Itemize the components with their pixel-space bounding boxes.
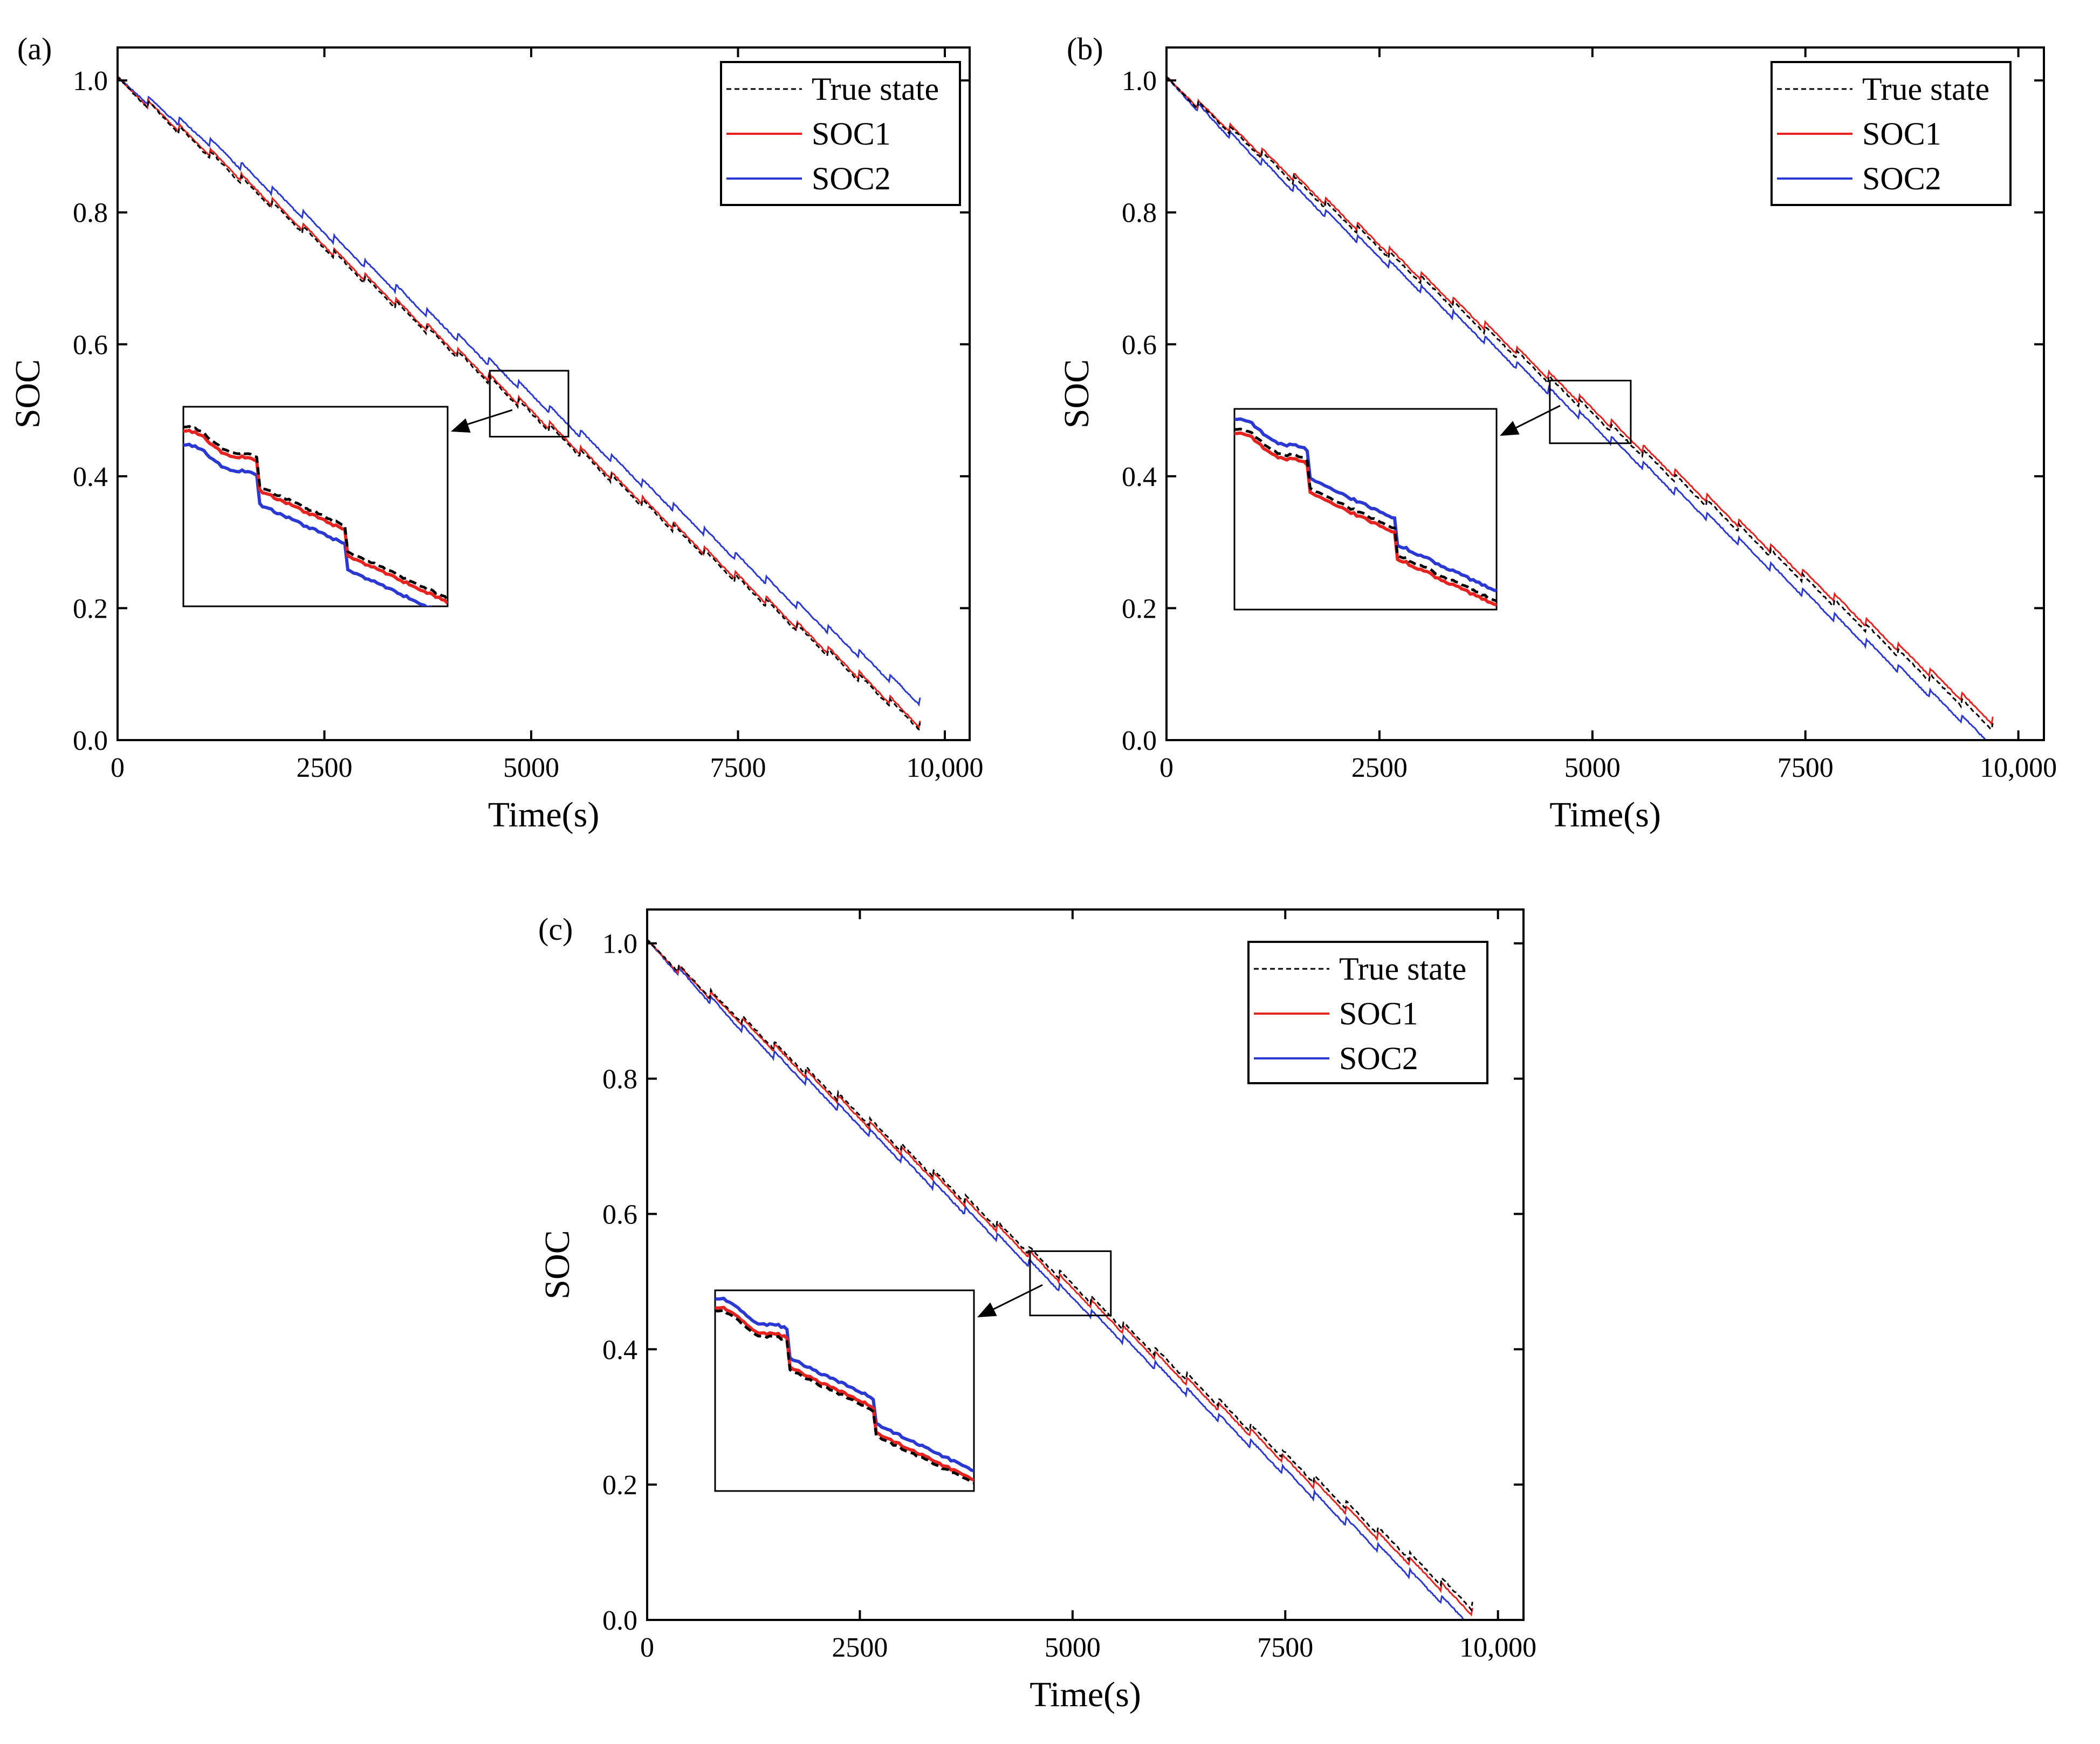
plot-area (1166, 76, 1994, 740)
legend-label: SOC1 (1862, 116, 1941, 152)
zoom-arrow-line (1510, 405, 1561, 432)
inset-series-soc1 (1234, 431, 1497, 607)
zoom-window-box (1029, 1250, 1112, 1317)
y-tick-label: 0.4 (73, 462, 108, 493)
chart-panel-a: (a) 0 2500 5000 7500 10,000 0.0 0.2 0.4 0.6 0.8 1.0… (8, 31, 983, 835)
x-tick-label: 2500 (832, 1632, 888, 1663)
axes-frame (1165, 46, 2045, 741)
zoom-arrow-line (461, 409, 513, 427)
y-tick-label: 0.0 (73, 726, 108, 756)
series-line-soc2 (1166, 76, 1994, 740)
axes-frame (116, 46, 971, 741)
y-tick-label: 0.6 (1122, 330, 1157, 360)
y-axis-title: SOC (1057, 359, 1096, 428)
x-tick-label: 2500 (1351, 753, 1408, 783)
panel-label: (b) (1067, 31, 1103, 66)
legend-label: True state (1862, 71, 1989, 107)
x-tick-label: 7500 (710, 753, 766, 783)
x-tick-label: 10,000 (1459, 1632, 1536, 1663)
plot-area (647, 939, 1473, 1620)
y-tick-label: 1.0 (1122, 66, 1157, 97)
y-tick-label: 0.0 (1122, 726, 1157, 756)
x-tick-label: 0 (1159, 753, 1173, 783)
panel-label: (a) (17, 31, 52, 66)
legend-label: SOC2 (1862, 161, 1941, 196)
y-tick-label: 0.6 (73, 330, 108, 360)
inset-series-soc1 (183, 428, 448, 605)
x-tick-label: 0 (111, 753, 125, 783)
y-tick-label: 0.8 (602, 1064, 637, 1095)
y-axis-title: SOC (538, 1230, 577, 1299)
y-tick-label: 1.0 (602, 929, 637, 960)
x-tick-label: 5000 (1045, 1632, 1101, 1663)
legend-label: SOC2 (812, 161, 891, 196)
inset-plot (1234, 417, 1497, 607)
zoom-arrow-head (977, 1302, 997, 1317)
y-tick-label: 0.0 (602, 1605, 637, 1636)
axes-frame (646, 908, 1525, 1621)
y-tick-label: 0.8 (1122, 198, 1157, 229)
y-tick-label: 0.6 (602, 1199, 637, 1230)
x-tick-label: 7500 (1778, 753, 1834, 783)
y-tick-label: 0.4 (602, 1335, 637, 1365)
panel-label: (c) (538, 912, 573, 947)
series-line-soc1 (647, 939, 1473, 1617)
plot-area (118, 76, 921, 731)
inset-frame (182, 406, 449, 607)
legend-label: SOC1 (1339, 996, 1418, 1031)
x-tick-label: 0 (640, 1632, 654, 1663)
zoom-arrow-head (451, 418, 471, 433)
zoom-window-box (489, 370, 569, 437)
legend-label: SOC2 (1339, 1041, 1418, 1076)
inset-series-soc2 (183, 442, 433, 606)
chart-panel-c: (c) 0 2500 5000 7500 10,000 0.0 0.2 0.4 0.6 0.8 1.0… (538, 908, 1536, 1714)
x-tick-label: 7500 (1257, 1632, 1313, 1663)
series-line-soc2 (118, 76, 921, 707)
x-axis-title: Time(s) (488, 795, 600, 835)
series-line-true-state (1166, 77, 1994, 730)
y-tick-label: 0.4 (1122, 462, 1157, 493)
zoom-arrow-line (987, 1284, 1043, 1313)
inset-plot (715, 1296, 974, 1485)
zoom-window-box (1549, 380, 1632, 444)
x-axis-title: Time(s) (1549, 795, 1661, 835)
y-tick-label: 0.2 (1122, 593, 1157, 624)
inset-series-soc1 (715, 1305, 974, 1482)
y-tick-label: 0.2 (73, 593, 108, 624)
series-line-soc2 (647, 939, 1466, 1620)
x-tick-label: 10,000 (906, 753, 983, 783)
y-tick-label: 1.0 (73, 66, 108, 97)
inset-series-true-state (1234, 427, 1497, 603)
y-axis-title: SOC (8, 359, 47, 428)
inset-series-soc2 (715, 1296, 974, 1473)
y-tick-label: 0.8 (73, 198, 108, 229)
zoom-arrow-head (1500, 421, 1520, 436)
y-tick-label: 0.2 (602, 1470, 637, 1501)
series-line-soc1 (1166, 76, 1994, 726)
legend-label: True state (1339, 951, 1466, 987)
series-line-true-state (647, 940, 1473, 1612)
inset-series-true-state (715, 1309, 974, 1485)
inset-series-true-state (183, 425, 448, 600)
inset-series-soc2 (1234, 417, 1497, 593)
legend-label: True state (812, 71, 939, 107)
x-axis-title: Time(s) (1030, 1675, 1141, 1714)
chart-panel-b: (b) 0 2500 5000 7500 10,000 0.0 0.2 0.4 0.6 0.8 1.0… (1057, 31, 2057, 835)
x-tick-label: 2500 (296, 753, 352, 783)
series-line-soc1 (118, 76, 921, 730)
x-tick-label: 5000 (503, 753, 559, 783)
legend-label: SOC1 (812, 116, 891, 152)
x-tick-label: 5000 (1564, 753, 1621, 783)
series-line-true-state (118, 77, 921, 731)
x-tick-label: 10,000 (1980, 753, 2057, 783)
inset-plot (183, 425, 448, 606)
